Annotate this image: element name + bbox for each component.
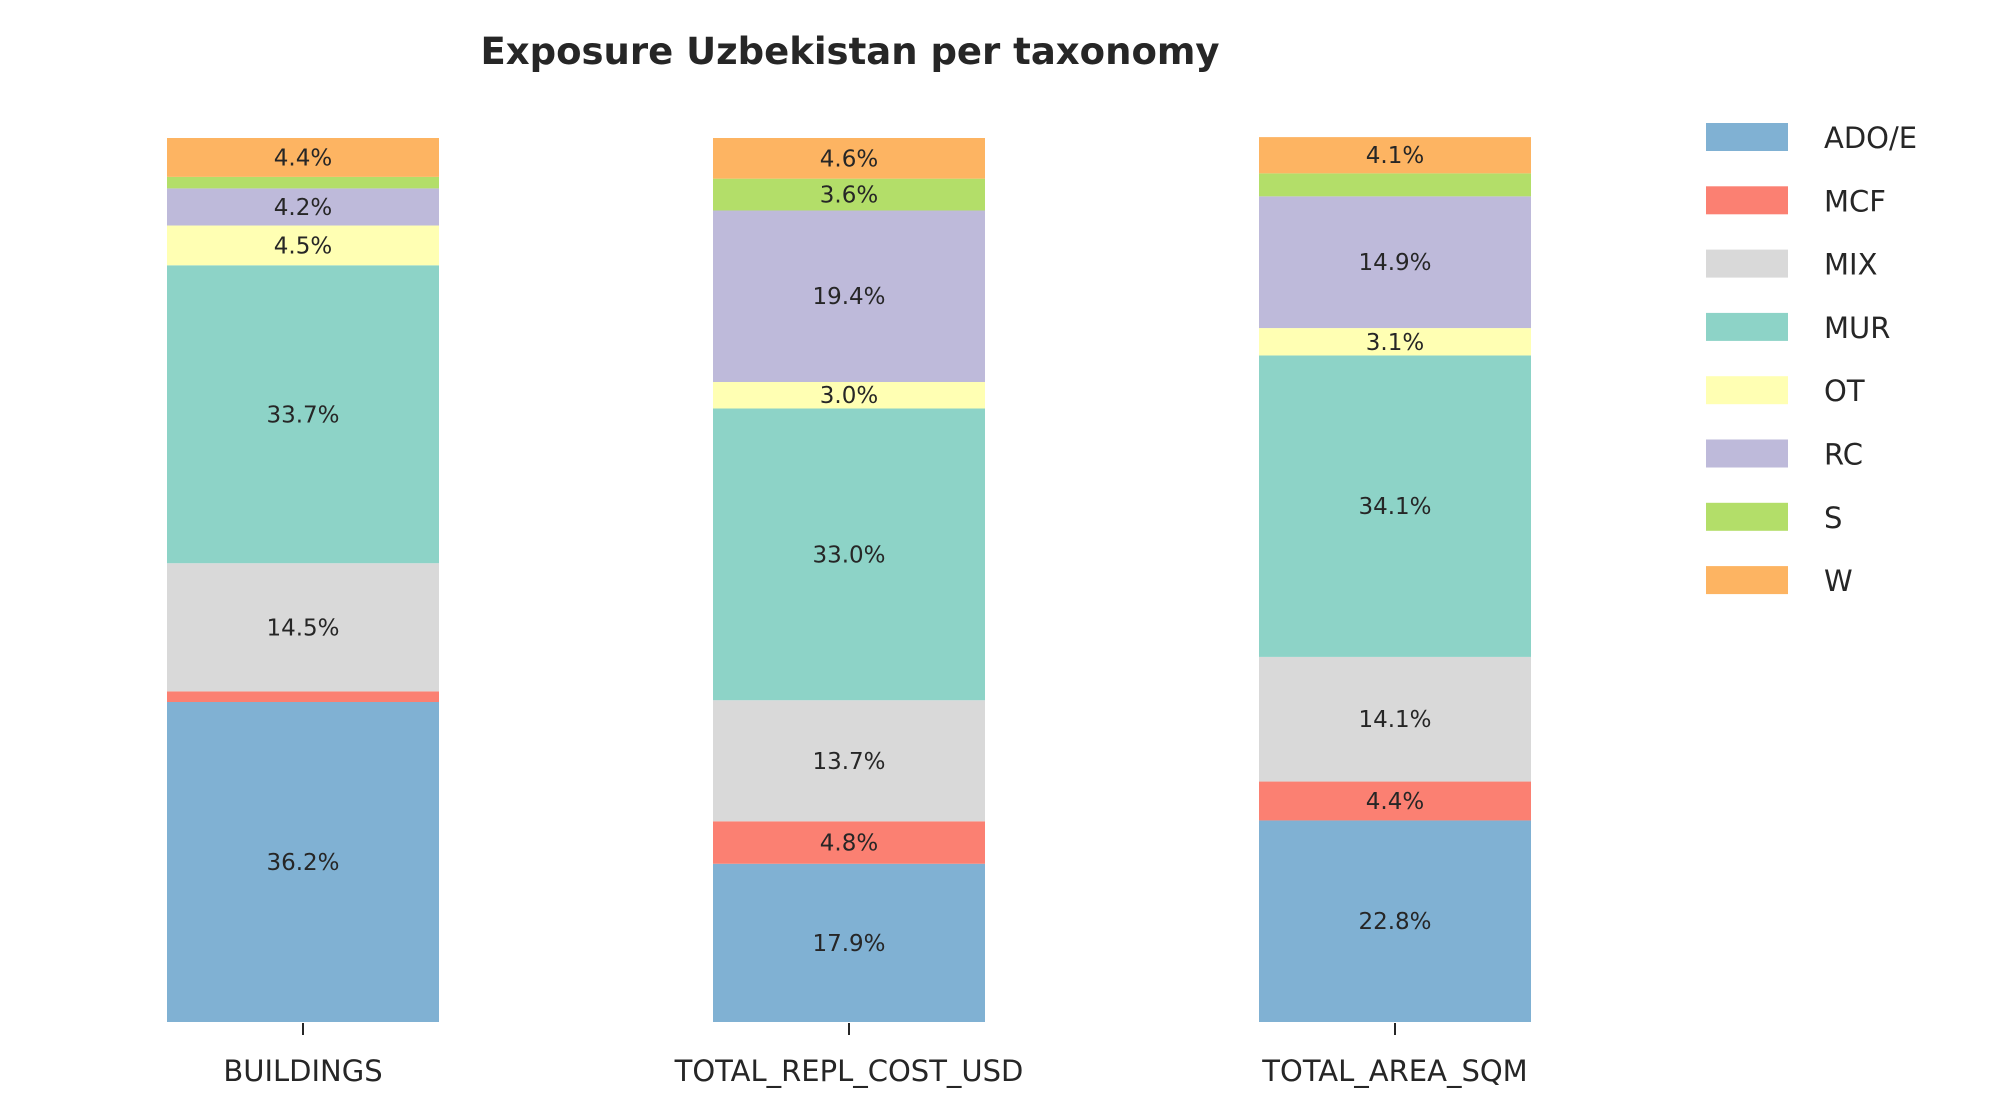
- legend-label-mur: MUR: [1824, 311, 1890, 345]
- legend-label-ado-e: ADO/E: [1824, 121, 1917, 155]
- legend-swatch-s: [1706, 502, 1788, 531]
- legend-label-w: W: [1824, 564, 1853, 598]
- data-label-mcf-total-repl-cost-usd: 4.8%: [820, 831, 878, 857]
- legend-label-ot: OT: [1824, 374, 1865, 408]
- legend-label-s: S: [1824, 501, 1842, 535]
- data-label-w-buildings: 4.4%: [274, 145, 332, 171]
- bar-segment-mur-total-area-sqm: [1259, 355, 1531, 657]
- data-label-mur-total-repl-cost-usd: 33.0%: [812, 542, 885, 568]
- bar-segment-ot-total-area-sqm: [1259, 328, 1531, 356]
- bar-segment-w-total-area-sqm: [1259, 137, 1531, 174]
- bar-segment-rc-total-area-sqm: [1259, 196, 1531, 329]
- legend-label-mcf: MCF: [1824, 184, 1886, 218]
- bar-segment-s-buildings: [167, 176, 439, 189]
- data-label-mcf-total-area-sqm: 4.4%: [1366, 789, 1424, 815]
- bar-segment-ot-buildings: [167, 225, 439, 266]
- x-tick-label-buildings: BUILDINGS: [223, 1054, 382, 1088]
- bar-segment-mix-total-repl-cost-usd: [713, 700, 985, 822]
- data-label-s-total-repl-cost-usd: 3.6%: [820, 183, 878, 209]
- legend-swatch-w: [1706, 566, 1788, 595]
- data-label-w-total-area-sqm: 4.1%: [1366, 143, 1424, 169]
- data-label-rc-total-area-sqm: 14.9%: [1358, 250, 1431, 276]
- data-label-rc-buildings: 4.2%: [274, 195, 332, 221]
- bar-segment-rc-buildings: [167, 188, 439, 226]
- bar-segment-s-total-repl-cost-usd: [713, 178, 985, 211]
- data-label-ado-e-total-area-sqm: 22.8%: [1358, 909, 1431, 935]
- data-label-ado-e-buildings: 36.2%: [266, 850, 339, 876]
- data-label-mur-buildings: 33.7%: [266, 402, 339, 428]
- bar-segment-mix-buildings: [167, 563, 439, 692]
- chart-title: Exposure Uzbekistan per taxonomy: [480, 30, 1219, 73]
- legend-swatch-mur: [1706, 312, 1788, 341]
- bar-segment-mcf-buildings: [167, 691, 439, 702]
- data-label-w-total-repl-cost-usd: 4.6%: [820, 146, 878, 172]
- bar-segment-w-buildings: [167, 138, 439, 177]
- bar-segment-ot-total-repl-cost-usd: [713, 381, 985, 409]
- legend-label-mix: MIX: [1824, 248, 1877, 282]
- bar-segment-mur-total-repl-cost-usd: [713, 408, 985, 701]
- legend-swatch-rc: [1706, 439, 1788, 468]
- x-tick-label-total-area-sqm: TOTAL_AREA_SQM: [1261, 1054, 1527, 1088]
- legend-swatch-mix: [1706, 249, 1788, 278]
- bars-group: 36.2% 14.5% 33.7% 4.5% 4.2% 4.4% 17.9% 4.8% 13.7…: [167, 137, 1531, 1022]
- x-tick-label-total-repl-cost-usd: TOTAL_REPL_COST_USD: [674, 1054, 1024, 1088]
- data-label-mix-total-area-sqm: 14.1%: [1358, 707, 1431, 733]
- data-label-ot-total-repl-cost-usd: 3.0%: [820, 383, 878, 409]
- bar-segment-mcf-total-repl-cost-usd: [713, 821, 985, 864]
- x-axis: BUILDINGS TOTAL_REPL_COST_USD TOTAL_AREA_S…: [223, 1023, 1528, 1088]
- bar-segment-ado-e-total-repl-cost-usd: [713, 863, 985, 1022]
- data-label-mix-total-repl-cost-usd: 13.7%: [812, 749, 885, 775]
- bar-segment-rc-total-repl-cost-usd: [713, 210, 985, 382]
- data-label-ado-e-total-repl-cost-usd: 17.9%: [812, 931, 885, 957]
- legend: ADO/E MCF MIX MUR OT RC SW: [1706, 121, 1917, 598]
- data-label-mur-total-area-sqm: 34.1%: [1358, 494, 1431, 520]
- legend-swatch-mcf: [1706, 186, 1788, 215]
- bar-segment-ado-e-buildings: [167, 701, 439, 1022]
- bar-segment-mur-buildings: [167, 265, 439, 564]
- data-label-rc-total-repl-cost-usd: 19.4%: [812, 284, 885, 310]
- legend-swatch-ado-e: [1706, 123, 1788, 151]
- bar-segment-mcf-total-area-sqm: [1259, 781, 1531, 821]
- data-label-ot-total-area-sqm: 3.1%: [1366, 330, 1424, 356]
- bar-segment-mix-total-area-sqm: [1259, 656, 1531, 782]
- bar-segment-ado-e-total-area-sqm: [1259, 820, 1531, 1022]
- bar-segment-w-total-repl-cost-usd: [713, 138, 985, 179]
- data-label-ot-buildings: 4.5%: [274, 233, 332, 259]
- legend-label-rc: RC: [1824, 438, 1863, 472]
- bar-segment-s-total-area-sqm: [1259, 173, 1531, 197]
- legend-swatch-ot: [1706, 376, 1788, 405]
- data-label-mix-buildings: 14.5%: [266, 615, 339, 641]
